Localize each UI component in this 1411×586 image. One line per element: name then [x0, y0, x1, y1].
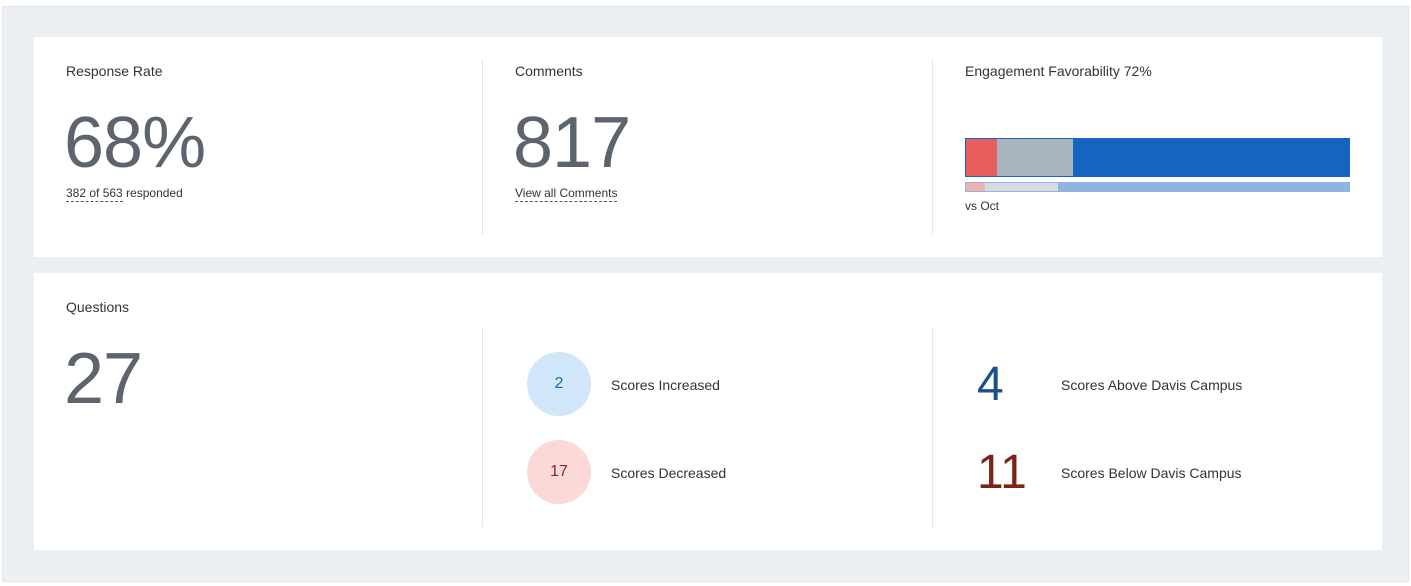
response-rate-value: 68% — [64, 103, 206, 183]
current-neutral-segment[interactable] — [996, 139, 1074, 176]
scores-above-value[interactable]: 4 — [977, 358, 1004, 411]
divider — [932, 59, 933, 235]
responded-count-link[interactable]: 382 of 563 — [66, 186, 123, 202]
response-rate-detail: 382 of 563 responded — [66, 186, 183, 202]
dashboard-frame: Response Rate 68% 382 of 563 responded C… — [2, 6, 1409, 582]
current-favorable-segment[interactable] — [1073, 139, 1349, 176]
comments-detail: View all Comments — [515, 186, 618, 202]
scores-below-label[interactable]: Scores Below Davis Campus — [1061, 465, 1242, 481]
scores-increased-label[interactable]: Scores Increased — [611, 377, 720, 393]
responded-suffix: responded — [122, 186, 183, 200]
questions-count: 27 — [64, 339, 143, 419]
divider — [482, 328, 483, 527]
comments-title: Comments — [515, 63, 583, 79]
view-all-comments-link[interactable]: View all Comments — [515, 186, 618, 202]
engagement-title: Engagement Favorability 72% — [965, 63, 1152, 79]
questions-card: Questions 27 2 Scores Increased 17 Score… — [34, 273, 1382, 550]
divider — [932, 328, 933, 527]
favorability-previous-bar — [965, 182, 1350, 192]
questions-title: Questions — [66, 299, 130, 315]
comments-value: 817 — [513, 103, 631, 183]
scores-increased-circle[interactable]: 2 — [527, 352, 591, 416]
scores-below-value[interactable]: 11 — [977, 446, 1027, 499]
comparison-label: vs Oct — [965, 199, 1000, 213]
response-rate-title: Response Rate — [66, 63, 163, 79]
summary-card: Response Rate 68% 382 of 563 responded C… — [34, 37, 1382, 257]
scores-decreased-circle[interactable]: 17 — [527, 440, 591, 504]
previous-unfavorable-segment[interactable] — [966, 183, 986, 191]
favorability-current-bar — [965, 138, 1350, 177]
divider — [482, 59, 483, 235]
previous-neutral-segment[interactable] — [985, 183, 1058, 191]
scores-decreased-label[interactable]: Scores Decreased — [611, 465, 727, 481]
current-unfavorable-segment[interactable] — [966, 139, 997, 176]
scores-above-label[interactable]: Scores Above Davis Campus — [1061, 377, 1243, 393]
previous-favorable-segment[interactable] — [1057, 183, 1349, 191]
